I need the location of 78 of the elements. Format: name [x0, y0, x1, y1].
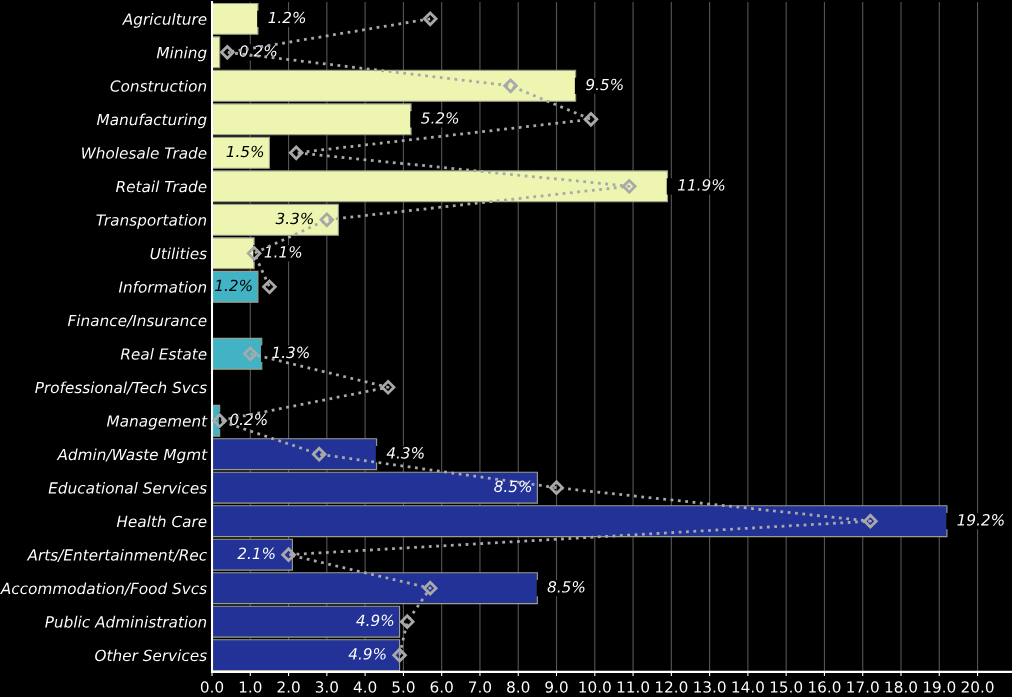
point: [262, 279, 277, 295]
data-label: 4.3%: [386, 447, 424, 459]
y-tick-label: Agriculture: [121, 13, 207, 28]
x-tick-label: 8.0: [507, 681, 530, 693]
data-label: 1.2%: [268, 11, 306, 24]
y-tick-label: Mining: [156, 46, 207, 62]
data-label: 8.5%: [494, 480, 532, 493]
x-tick-label: 4.0: [353, 681, 377, 693]
data-label: 9.5%: [586, 78, 623, 91]
y-tick-label: Finance/Insurance: [67, 314, 207, 328]
data-label: 1.5%: [226, 145, 264, 158]
point: [621, 179, 637, 194]
point: [288, 145, 304, 161]
y-tick-label: Manufacturing: [96, 113, 207, 129]
point: [380, 379, 396, 395]
data-label: 1.2%: [215, 279, 252, 292]
x-tick-label: 19.0: [923, 681, 956, 693]
point: [549, 480, 564, 495]
x-tick-label: 13.0: [694, 681, 726, 693]
x-tick-label: 0.0: [200, 681, 224, 693]
y-tick-label: Arts/Entertainment/Rec: [26, 548, 207, 562]
point: [246, 245, 262, 261]
point: [863, 513, 878, 529]
x-tick-label: 14.0: [732, 681, 764, 693]
point: [220, 45, 235, 60]
x-tick-label: 15.0: [770, 681, 803, 693]
y-tick-label: Health Care: [116, 515, 207, 528]
x-tick-label: 10.0: [579, 681, 611, 693]
y-tick-label: Utilities: [150, 247, 207, 260]
data-label: 4.9%: [348, 648, 386, 660]
x-tick-label: 3.0: [315, 681, 338, 693]
y-tick-label: Construction: [110, 80, 207, 92]
x-tick-label: 7.0: [469, 681, 492, 693]
data-label: 3.3%: [275, 212, 313, 225]
x-tick-label: 16.0: [809, 681, 841, 693]
y-tick-label: Admin/Waste Mgmt: [56, 448, 208, 464]
x-tick-label: 5.0: [392, 681, 415, 693]
data-label: 19.2%: [957, 514, 1004, 526]
x-tick-label: 12.0: [656, 681, 688, 693]
y-tick-label: Other Services: [95, 649, 207, 662]
y-tick-label: Accommodation/Food Svcs: [0, 582, 207, 596]
y-tick-label: Transportation: [96, 213, 207, 229]
x-tick-label: 9.0: [545, 681, 568, 693]
data-label: 1.1%: [264, 246, 302, 258]
y-tick-label: Retail Trade: [115, 180, 207, 193]
data-label: 8.5%: [547, 581, 585, 593]
point: [281, 547, 296, 562]
data-label: 2.1%: [237, 547, 275, 560]
x-tick-label: 11.0: [617, 681, 650, 693]
data-label: 0.2%: [230, 413, 267, 426]
data-label: 5.2%: [421, 112, 459, 124]
data-label: 11.9%: [677, 179, 725, 191]
point: [422, 11, 438, 27]
point: [399, 614, 415, 629]
x-tick-label: 1.0: [239, 681, 262, 693]
y-tick-label: Management: [106, 415, 208, 430]
data-label: 4.9%: [356, 614, 394, 627]
x-tick-label: 2.0: [277, 681, 300, 693]
point: [392, 647, 407, 663]
point: [311, 446, 327, 462]
point: [583, 112, 599, 127]
x-tick-label: 18.0: [885, 681, 917, 693]
bar: [212, 270, 259, 303]
x-tick-label: 6.0: [430, 681, 453, 693]
x-tick-label: 17.0: [847, 681, 879, 693]
y-tick-label: Professional/Tech Svcs: [35, 381, 207, 395]
x-tick-label: 20.0: [961, 681, 994, 693]
y-tick-label: Information: [118, 280, 207, 293]
point: [422, 580, 438, 596]
y-tick-label: Public Administration: [45, 615, 207, 628]
y-tick-label: Real Estate: [120, 347, 207, 360]
point: [212, 413, 227, 429]
y-tick-label: Educational Services: [48, 481, 207, 494]
point: [503, 78, 518, 94]
y-tick-label: Wholesale Trade: [82, 147, 207, 159]
data-label: 1.3%: [272, 346, 309, 359]
point: [243, 346, 258, 362]
point: [319, 212, 335, 228]
